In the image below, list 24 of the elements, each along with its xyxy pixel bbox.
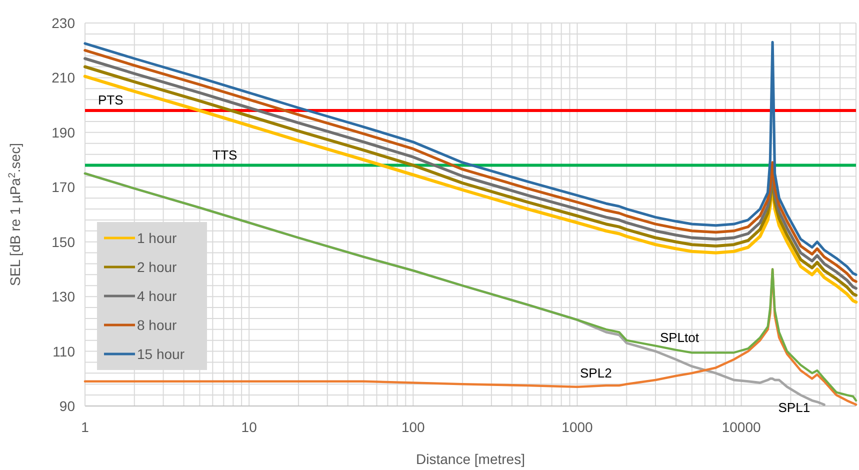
x-tick-label: 1 — [81, 419, 90, 435]
legend-label: 15 hour — [137, 346, 185, 362]
x-axis-title: Distance [metres] — [416, 451, 525, 467]
legend-label: 8 hour — [137, 317, 178, 333]
series-label: SPLtot — [660, 330, 700, 345]
y-tick-label: 110 — [52, 343, 76, 360]
x-tick-label: 1000 — [562, 419, 594, 435]
y-tick-label: 190 — [52, 124, 76, 140]
y-tick-label: 150 — [52, 234, 76, 250]
series-label: SPL1 — [778, 400, 810, 416]
legend-label: 2 hour — [137, 259, 178, 275]
x-tick-label: 100 — [401, 419, 426, 435]
y-tick-label: 210 — [52, 70, 76, 86]
legend-label: 1 hour — [137, 230, 178, 246]
y-tick-label: 170 — [52, 179, 76, 196]
x-tick-label: 10 — [241, 419, 258, 435]
y-tick-label: 230 — [52, 15, 76, 31]
y-tick-label: 130 — [52, 288, 76, 305]
legend-label: 4 hour — [137, 288, 178, 304]
ref-line-label: PTS — [98, 92, 124, 108]
series-label: SPL2 — [580, 365, 612, 380]
x-tick-label: 10000 — [722, 419, 761, 435]
y-tick-label: 90 — [59, 398, 76, 414]
ref-line-label: TTS — [212, 147, 238, 162]
